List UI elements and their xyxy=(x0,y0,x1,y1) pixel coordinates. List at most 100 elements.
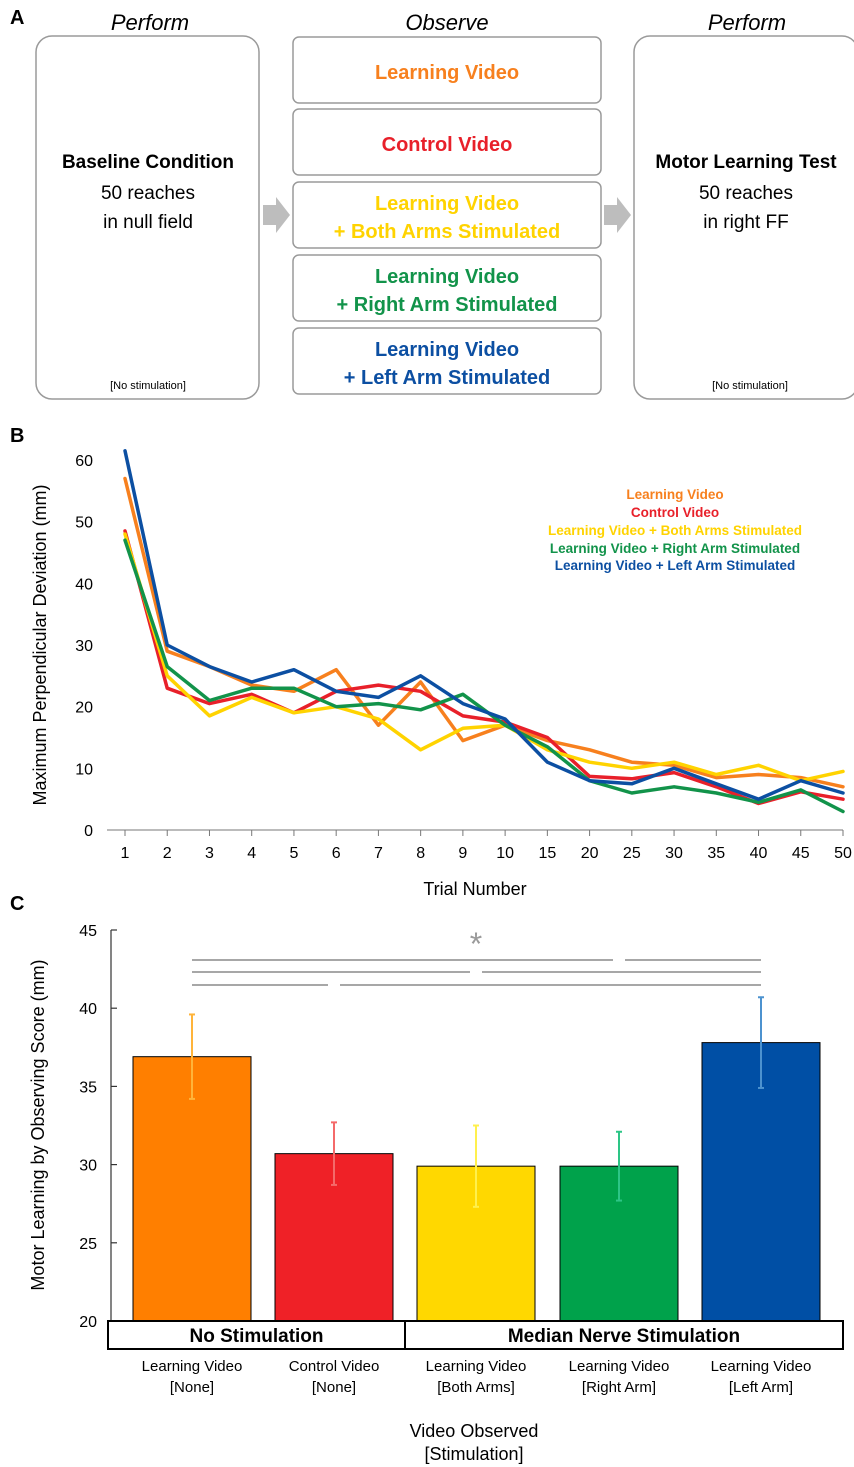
y-tick-label: 40 xyxy=(75,576,93,593)
data-point xyxy=(631,778,633,780)
data-point xyxy=(250,693,253,696)
data-point xyxy=(124,530,126,532)
data-point xyxy=(377,724,380,726)
x-tick-label: 25 xyxy=(623,845,641,862)
bar xyxy=(701,1042,821,1322)
category-label-line1: Learning Video xyxy=(142,1358,243,1375)
group-box xyxy=(404,1320,844,1350)
arrow-right-icon xyxy=(263,197,290,233)
data-point xyxy=(124,477,126,480)
data-point xyxy=(799,776,802,779)
video-box-line2: + Both Arms Stimulated xyxy=(334,221,561,243)
data-point xyxy=(842,770,844,773)
video-box-line2: + Right Arm Stimulated xyxy=(337,294,558,316)
x-tick-label: 10 xyxy=(496,845,514,862)
category-label-line2: [None] xyxy=(312,1379,356,1396)
data-point xyxy=(419,681,422,683)
video-box xyxy=(292,36,602,104)
bar xyxy=(132,1056,252,1322)
data-point xyxy=(546,745,549,748)
data-point xyxy=(631,767,633,770)
data-point xyxy=(673,764,675,767)
category-label-line1: Learning Video xyxy=(711,1358,812,1375)
data-point xyxy=(673,786,675,788)
series-line xyxy=(123,532,845,783)
data-point xyxy=(799,779,802,782)
group-box xyxy=(107,1320,406,1350)
x-tick-label: 40 xyxy=(750,845,768,862)
data-point xyxy=(419,675,422,677)
x-tick-label: 7 xyxy=(374,845,383,862)
y-tick-label: 45 xyxy=(79,923,97,940)
x-axis-label: Video Observed xyxy=(410,1421,539,1441)
data-point xyxy=(588,749,591,751)
y-tick-label: 50 xyxy=(75,515,93,532)
legend-entry: Learning Video + Left Arm Stimulated xyxy=(555,558,795,573)
y-tick-label: 30 xyxy=(75,638,93,655)
data-point xyxy=(504,718,506,720)
data-point xyxy=(757,773,760,776)
header-perform-1: Perform xyxy=(111,10,189,35)
data-point xyxy=(419,690,422,693)
data-point xyxy=(208,699,211,702)
y-axis-label: Maximum Perpendicular Deviation (mm) xyxy=(30,484,50,805)
category-label-line2: [None] xyxy=(170,1379,214,1396)
data-point xyxy=(757,764,760,767)
data-point xyxy=(631,792,633,794)
category-label-line2: [Both Arms] xyxy=(437,1379,515,1396)
video-box-label: Control Video xyxy=(382,134,513,156)
x-tick-label: 4 xyxy=(247,845,256,862)
data-point xyxy=(250,687,253,689)
data-point xyxy=(462,727,464,730)
y-tick-label: 0 xyxy=(84,823,93,840)
data-point xyxy=(335,705,337,708)
data-point xyxy=(293,712,295,714)
data-point xyxy=(208,665,211,668)
video-box xyxy=(292,108,602,176)
y-axis-label: Motor Learning by Observing Score (mm) xyxy=(28,959,48,1290)
data-point xyxy=(673,761,675,763)
y-tick-label: 25 xyxy=(79,1236,97,1253)
series-line xyxy=(123,476,845,789)
video-box-line1: Learning Video xyxy=(375,339,519,361)
series-line xyxy=(123,529,845,806)
data-point xyxy=(673,771,675,774)
x-axis-label: Trial Number xyxy=(423,879,526,899)
data-point xyxy=(588,779,591,782)
data-point xyxy=(757,801,760,804)
series-line xyxy=(123,449,845,801)
x-tick-label: 30 xyxy=(665,845,683,862)
group-label: No Stimulation xyxy=(189,1326,323,1347)
data-point xyxy=(166,687,169,689)
data-point xyxy=(842,810,844,813)
data-point xyxy=(335,690,337,693)
data-point xyxy=(546,736,549,739)
data-point xyxy=(462,702,464,705)
test-line2: in right FF xyxy=(703,212,789,233)
x-tick-label: 6 xyxy=(332,845,341,862)
x-tick-label: 1 xyxy=(121,845,130,862)
data-point xyxy=(588,775,591,778)
data-point xyxy=(377,696,380,699)
baseline-line2: in null field xyxy=(103,212,193,233)
data-point xyxy=(588,761,591,763)
data-point xyxy=(293,687,295,689)
data-point xyxy=(293,690,295,693)
panel-a-letter: A xyxy=(10,7,24,29)
video-box xyxy=(292,327,602,395)
category-label-line1: Learning Video xyxy=(426,1358,527,1375)
y-tick-label: 20 xyxy=(79,1314,97,1331)
arrow-right-icon xyxy=(604,197,631,233)
data-point xyxy=(799,789,802,791)
data-point xyxy=(842,798,844,800)
x-tick-label: 35 xyxy=(707,845,725,862)
data-point xyxy=(715,776,718,779)
data-point xyxy=(377,702,380,705)
y-tick-label: 10 xyxy=(75,761,93,778)
header-perform-2: Perform xyxy=(708,10,786,35)
data-point xyxy=(377,718,380,720)
baseline-note: [No stimulation] xyxy=(110,380,186,392)
data-point xyxy=(208,702,211,705)
video-boxes: Learning Video Control Video Learning Vide… xyxy=(292,36,602,395)
